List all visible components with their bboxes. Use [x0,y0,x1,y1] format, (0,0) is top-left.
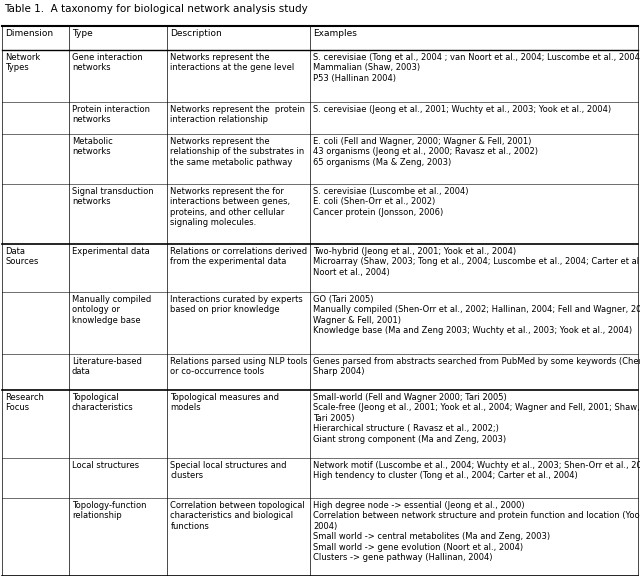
Text: Networks represent the
interactions at the gene level: Networks represent the interactions at t… [170,53,294,73]
Text: Relations or correlations derived
from the experimental data: Relations or correlations derived from t… [170,247,307,266]
Text: Dimension: Dimension [5,29,53,38]
Text: GO (Tari 2005)
Manually compiled (Shen-Orr et al., 2002; Hallinan, 2004; Fell an: GO (Tari 2005) Manually compiled (Shen-O… [314,295,640,335]
Text: Examples: Examples [314,29,357,38]
Text: Networks represent the for
interactions between genes,
proteins, and other cellu: Networks represent the for interactions … [170,187,291,227]
Text: E. coli (Fell and Wagner, 2000; Wagner & Fell, 2001)
43 organisms (Jeong et al.,: E. coli (Fell and Wagner, 2000; Wagner &… [314,137,538,167]
Text: Experimental data: Experimental data [72,247,150,256]
Text: Two-hybrid (Jeong et al., 2001; Yook et al., 2004)
Microarray (Shaw, 2003; Tong : Two-hybrid (Jeong et al., 2001; Yook et … [314,247,640,277]
Text: Description: Description [170,29,222,38]
Text: Protein interaction
networks: Protein interaction networks [72,105,150,124]
Text: Table 1.  A taxonomy for biological network analysis study: Table 1. A taxonomy for biological netwo… [4,4,308,14]
Text: Interactions curated by experts
based on prior knowledge: Interactions curated by experts based on… [170,295,303,314]
Text: Signal transduction
networks: Signal transduction networks [72,187,154,206]
Text: Special local structures and
clusters: Special local structures and clusters [170,461,287,480]
Text: Genes parsed from abstracts searched from PubMed by some keywords (Chen and
Shar: Genes parsed from abstracts searched fro… [314,357,640,376]
Text: Networks represent the
relationship of the substrates in
the same metabolic path: Networks represent the relationship of t… [170,137,305,167]
Text: Topological
characteristics: Topological characteristics [72,393,134,412]
Text: Correlation between topological
characteristics and biological
functions: Correlation between topological characte… [170,501,305,531]
Text: Gene interaction
networks: Gene interaction networks [72,53,143,73]
Text: Manually compiled
ontology or
knowledge base: Manually compiled ontology or knowledge … [72,295,151,325]
Text: Topology-function
relationship: Topology-function relationship [72,501,147,520]
Text: Research
Focus: Research Focus [5,393,44,412]
Text: S. cerevisiae (Luscombe et al., 2004)
E. coli (Shen-Orr et al., 2002)
Cancer pro: S. cerevisiae (Luscombe et al., 2004) E.… [314,187,469,217]
Text: S. cerevisiae (Tong et al., 2004 ; van Noort et al., 2004; Luscombe et al., 2004: S. cerevisiae (Tong et al., 2004 ; van N… [314,53,640,83]
Text: Network
Types: Network Types [5,53,40,73]
Text: Topological measures and
models: Topological measures and models [170,393,280,412]
Text: Network motif (Luscombe et al., 2004; Wuchty et al., 2003; Shen-Orr et al., 2002: Network motif (Luscombe et al., 2004; Wu… [314,461,640,480]
Text: Local structures: Local structures [72,461,139,470]
Text: High degree node -> essential (Jeong et al., 2000)
Correlation between network s: High degree node -> essential (Jeong et … [314,501,640,562]
Text: Type: Type [72,29,93,38]
Text: Metabolic
networks: Metabolic networks [72,137,113,157]
Text: S. cerevisiae (Jeong et al., 2001; Wuchty et al., 2003; Yook et al., 2004): S. cerevisiae (Jeong et al., 2001; Wucht… [314,105,612,114]
Text: Networks represent the  protein
interaction relationship: Networks represent the protein interacti… [170,105,305,124]
Text: Literature-based
data: Literature-based data [72,357,141,376]
Text: Small-world (Fell and Wagner 2000; Tari 2005)
Scale-free (Jeong et al., 2001; Yo: Small-world (Fell and Wagner 2000; Tari … [314,393,640,444]
Text: Relations parsed using NLP tools
or co-occurrence tools: Relations parsed using NLP tools or co-o… [170,357,308,376]
Text: Data
Sources: Data Sources [5,247,38,266]
